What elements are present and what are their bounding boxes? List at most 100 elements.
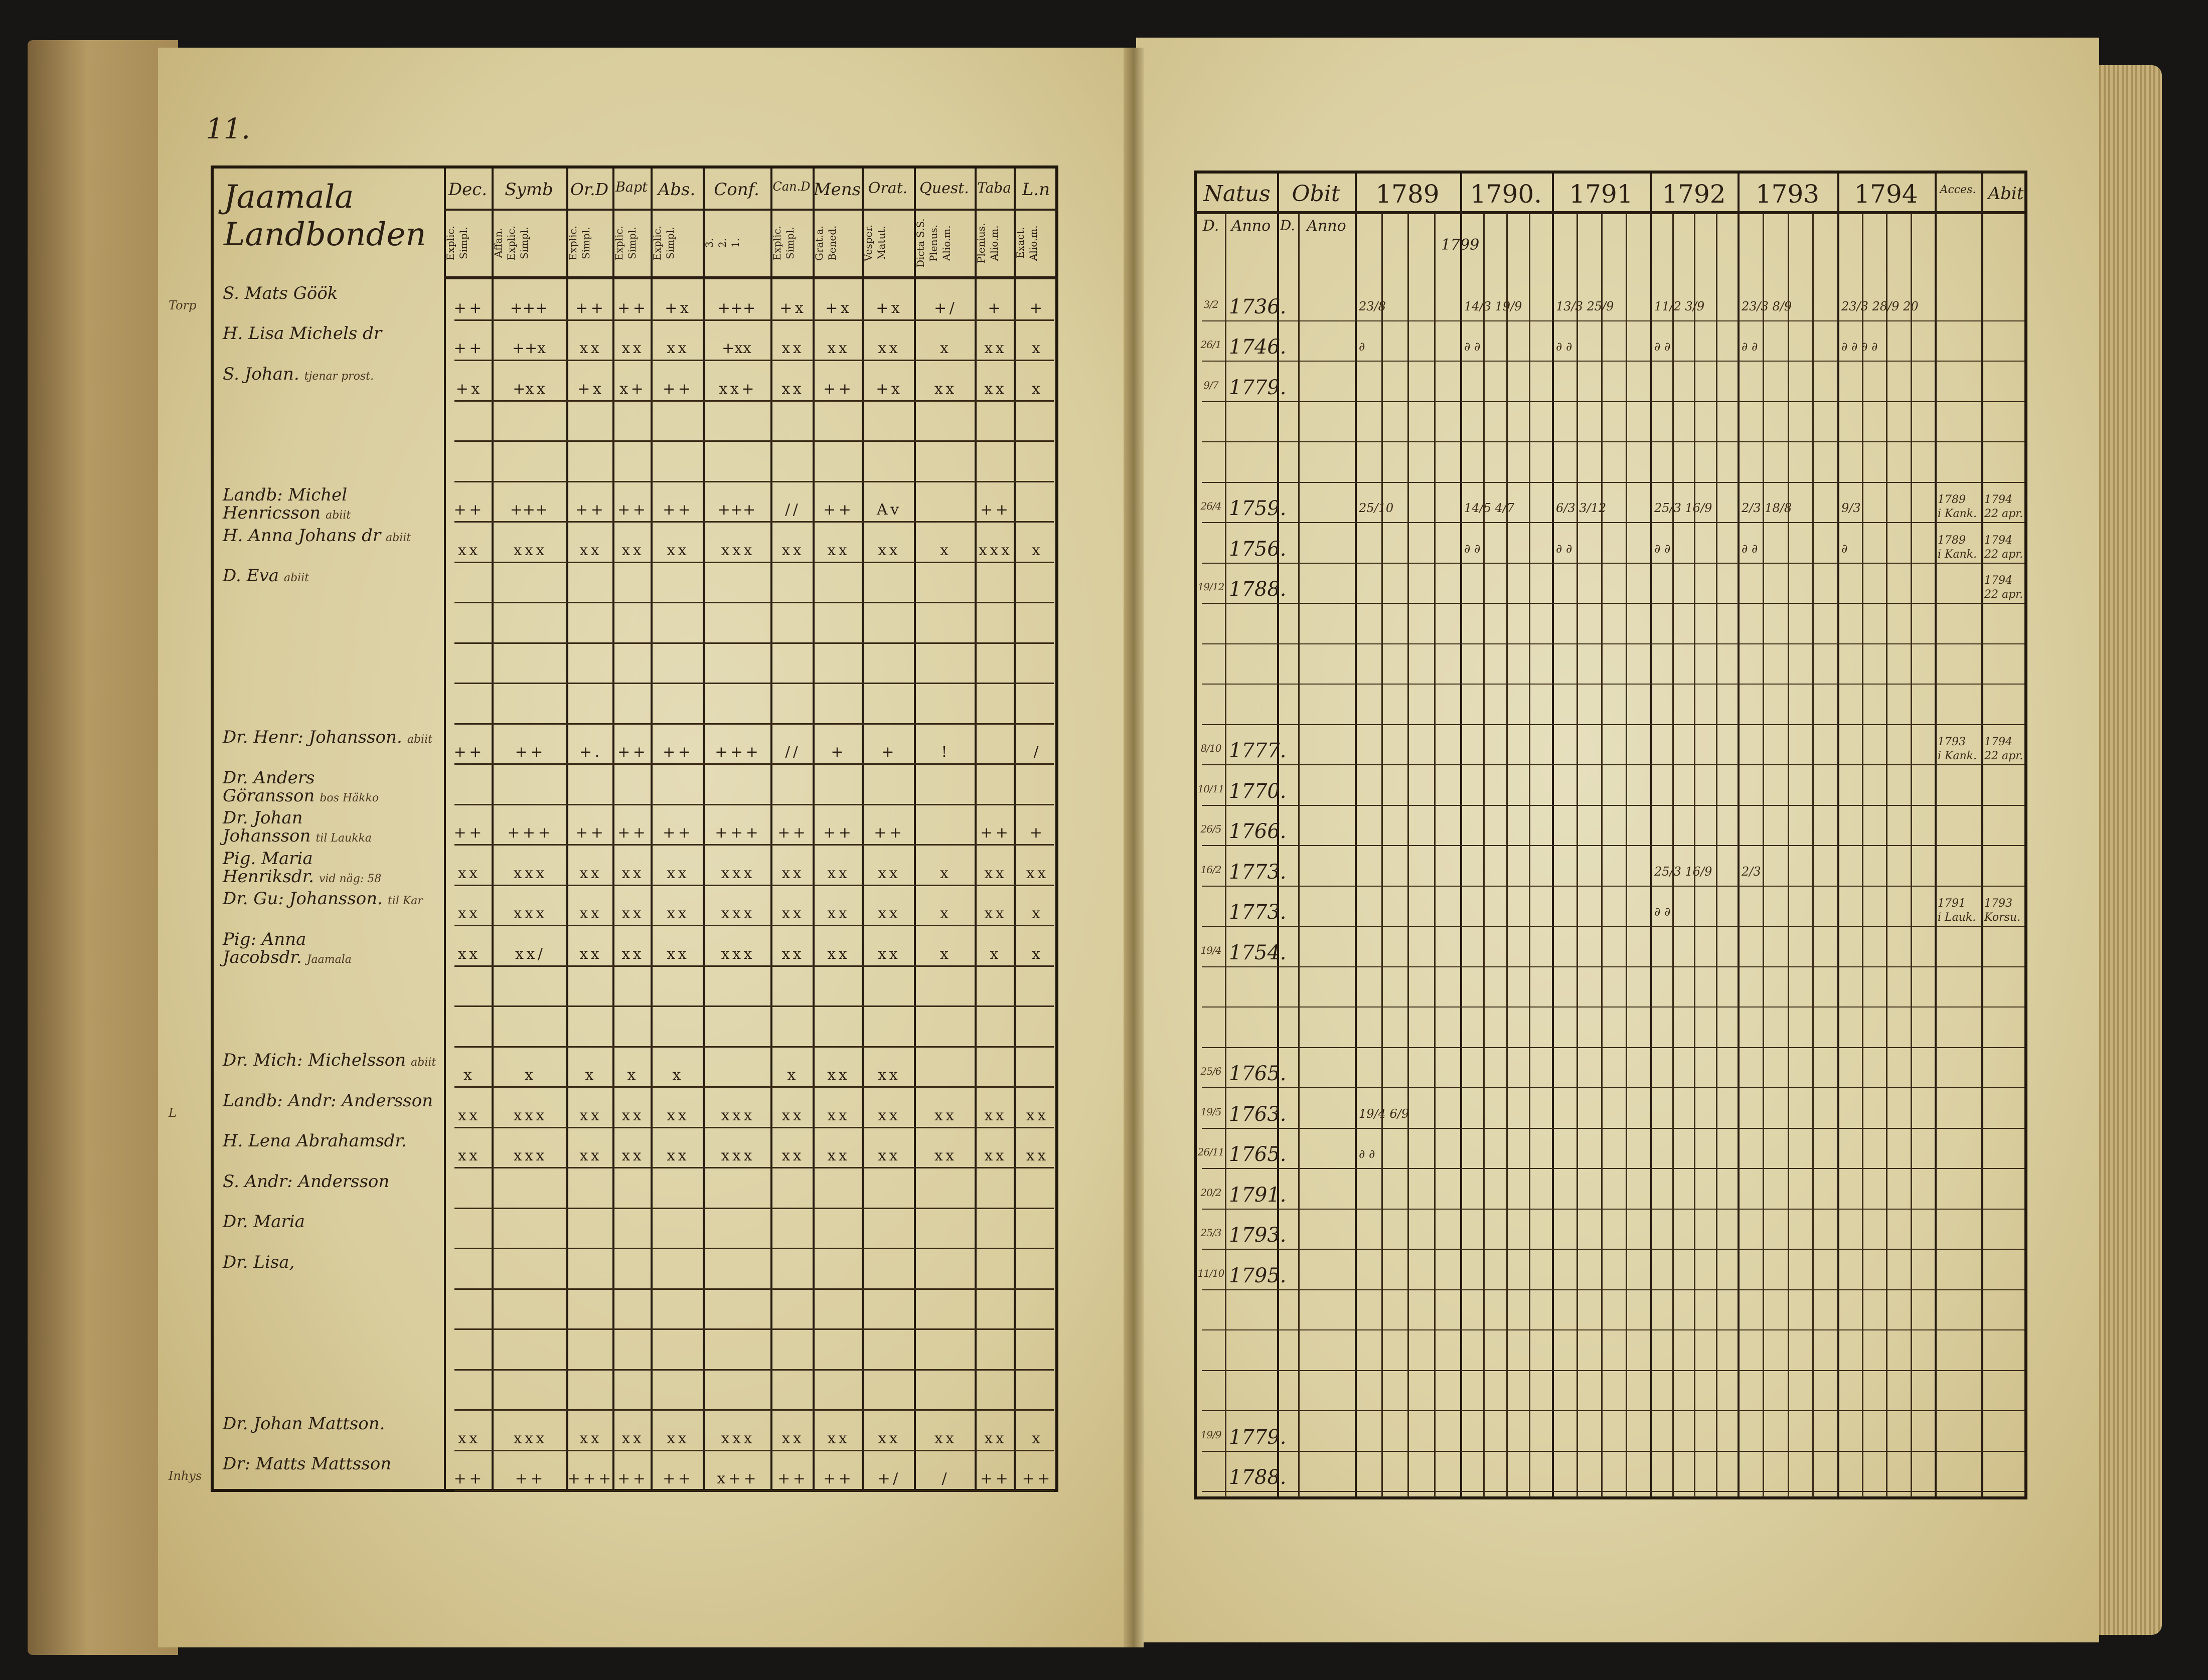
communion-entry: 23/8 bbox=[1359, 299, 1386, 313]
person-name: Dr: Matts Mattsson bbox=[223, 1454, 392, 1474]
knowledge-mark: + + bbox=[980, 824, 1008, 842]
column-header: Conf. bbox=[714, 180, 759, 200]
knowledge-mark: + + bbox=[777, 824, 806, 842]
knowledge-mark: x x bbox=[781, 905, 802, 922]
communion-entry: 25/10 bbox=[1359, 501, 1394, 515]
knowledge-mark: x bbox=[940, 864, 949, 882]
birth-year: 1736. bbox=[1229, 295, 1287, 318]
person-name: Dr. Johan Mattson. bbox=[223, 1413, 385, 1434]
knowledge-mark: x x bbox=[984, 864, 1004, 882]
birth-year: 1773. bbox=[1229, 860, 1287, 884]
row-rule bbox=[1202, 804, 2024, 806]
knowledge-mark: x x bbox=[781, 945, 802, 963]
person-note: abiit bbox=[326, 509, 351, 522]
knowledge-mark: x bbox=[463, 1066, 472, 1084]
knowledge-mark: x x bbox=[781, 864, 802, 882]
birth-year: 1779. bbox=[1229, 1425, 1287, 1449]
knowledge-mark: + + + bbox=[715, 824, 758, 842]
column-subheader: Dicta S.S. Plenus. Alio.m. bbox=[914, 218, 953, 268]
row-rule bbox=[454, 1490, 1054, 1491]
page-edges bbox=[2099, 65, 2162, 1635]
knowledge-mark: +x x bbox=[513, 380, 545, 398]
knowledge-mark: x x bbox=[934, 1429, 955, 1447]
column-divider bbox=[1738, 174, 1740, 1497]
communion-entry: ∂ ∂ bbox=[1742, 340, 1758, 354]
person-entry: Dr. Anders Göransson bos Häkko bbox=[223, 769, 438, 807]
column-subheader: Exact. Alio.m. bbox=[1014, 225, 1039, 261]
person-name: Dr. Gu: Johansson. bbox=[223, 889, 383, 909]
person-entry: S. Andr: Andersson bbox=[223, 1172, 438, 1191]
knowledge-mark: + / bbox=[877, 1470, 898, 1487]
knowledge-mark: x x bbox=[878, 1106, 898, 1124]
knowledge-mark: x x bbox=[878, 541, 898, 559]
knowledge-mark: x x x bbox=[721, 864, 752, 882]
row-rule bbox=[454, 925, 1054, 926]
row-rule bbox=[454, 642, 1054, 644]
column-divider bbox=[1277, 174, 1279, 1497]
knowledge-mark: x x bbox=[579, 541, 599, 559]
knowledge-mark: x x bbox=[984, 1429, 1004, 1447]
margin-note: Inhys bbox=[169, 1469, 202, 1483]
row-rule bbox=[454, 521, 1054, 523]
departure-header: Abit bbox=[1988, 184, 2024, 204]
knowledge-mark: x x bbox=[457, 905, 478, 922]
communion-entry: 14/5 4/7 bbox=[1464, 501, 1515, 515]
person-entry: S. Johan. tjenar prost. bbox=[223, 365, 438, 386]
birth-year: 1788. bbox=[1229, 578, 1287, 601]
natus-year-header: Anno bbox=[1231, 217, 1271, 235]
knowledge-mark: + + bbox=[617, 299, 646, 317]
accession-entry: 1789 i Kank. bbox=[1938, 493, 1977, 520]
row-rule bbox=[1202, 1370, 2024, 1371]
column-divider bbox=[770, 169, 772, 1490]
column-divider bbox=[492, 169, 494, 1490]
knowledge-mark: x x bbox=[984, 380, 1004, 398]
person-name: H. Anna Johans dr bbox=[223, 525, 381, 546]
knowledge-mark: x x bbox=[827, 541, 847, 559]
knowledge-mark: x x bbox=[579, 340, 599, 357]
row-rule bbox=[1202, 481, 2024, 483]
knowledge-mark: + + + bbox=[567, 1470, 611, 1487]
communion-entry: ∂ ∂ bbox=[1556, 541, 1572, 556]
column-divider bbox=[914, 169, 916, 1490]
knowledge-mark: +++ bbox=[510, 501, 548, 519]
communion-entry: 13/3 25/9 bbox=[1556, 299, 1614, 313]
column-header: Mens bbox=[813, 180, 861, 200]
communion-entry: ∂ ∂ bbox=[1654, 905, 1671, 919]
knowledge-mark: + + bbox=[453, 340, 482, 357]
row-rule bbox=[1202, 684, 2024, 685]
knowledge-mark: + + bbox=[663, 1470, 691, 1487]
right-page bbox=[1136, 38, 2099, 1642]
birth-day: 3/2 bbox=[1203, 298, 1218, 310]
year-header: 1794 bbox=[1854, 180, 1918, 209]
row-rule bbox=[454, 1248, 1054, 1249]
column-subheader: Explic. Simpl. bbox=[651, 225, 676, 261]
year-subcolumn bbox=[1483, 211, 1485, 1497]
knowledge-mark: x x bbox=[781, 380, 802, 398]
knowledge-mark: + + bbox=[823, 501, 851, 519]
knowledge-mark: + + + bbox=[507, 824, 551, 842]
knowledge-mark: x bbox=[940, 340, 949, 357]
row-rule bbox=[454, 763, 1054, 765]
row-rule bbox=[1202, 764, 2024, 765]
year-note: 1799 bbox=[1441, 236, 1480, 254]
column-subheader: Plenius. Alio.m. bbox=[975, 223, 1000, 263]
knowledge-mark: ++x bbox=[512, 340, 546, 357]
row-rule bbox=[1202, 1127, 2024, 1129]
knowledge-mark: x bbox=[585, 1066, 594, 1084]
person-note: til Kar bbox=[387, 895, 423, 907]
knowledge-mark: / / bbox=[785, 501, 798, 519]
knowledge-mark: x x bbox=[667, 1147, 687, 1164]
knowledge-mark: x x bbox=[667, 541, 687, 559]
row-rule bbox=[1202, 966, 2024, 967]
knowledge-mark: x bbox=[672, 1066, 681, 1084]
communion-entry: 23/3 28/9 20 bbox=[1841, 299, 1919, 313]
person-name: H. Lisa Michels dr bbox=[223, 323, 382, 344]
knowledge-mark: x x + bbox=[719, 380, 754, 398]
person-entry: Pig: Anna Jacobsdr. Jaamala bbox=[223, 930, 438, 969]
knowledge-mark: x x x bbox=[513, 1429, 545, 1447]
column-subheader: Explic. Simpl. bbox=[567, 225, 592, 261]
knowledge-mark: x x bbox=[827, 864, 847, 882]
page-number: 11. bbox=[206, 113, 251, 145]
margin-note: L bbox=[169, 1105, 177, 1120]
knowledge-mark: + + bbox=[777, 1470, 806, 1487]
